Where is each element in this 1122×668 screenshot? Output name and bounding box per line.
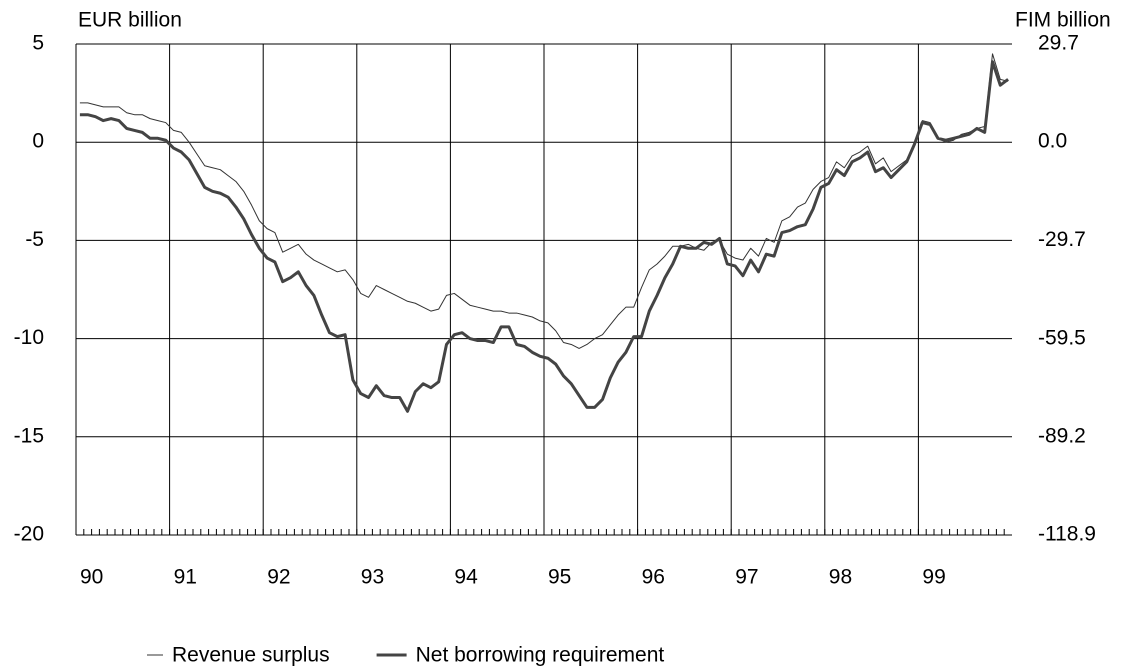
x-tick-label: 94 [454, 566, 478, 589]
x-tick-label: 96 [642, 566, 665, 589]
y-axis-label: EUR billion [78, 9, 182, 32]
x-tick-label: 90 [80, 566, 103, 589]
y2-tick-label: -89.2 [1038, 424, 1086, 447]
x-tick-label: 92 [267, 566, 290, 589]
y2-tick-label: -59.5 [1038, 326, 1086, 349]
x-tick-label: 91 [174, 566, 197, 589]
x-tick-label: 95 [548, 566, 571, 589]
x-tick-label: 97 [735, 566, 758, 589]
x-tick-label: 93 [361, 566, 384, 589]
y2-tick-label: -29.7 [1038, 228, 1086, 251]
y-tick-label: -10 [14, 326, 44, 349]
series-line [79, 53, 1009, 349]
y2-tick-label: -118.9 [1038, 523, 1096, 546]
y2-tick-label: 29.7 [1038, 32, 1079, 55]
y-tick-label: -20 [14, 523, 44, 546]
y2-axis-label: FIM billion [1015, 9, 1111, 32]
x-tick-label: 99 [922, 566, 945, 589]
legend-label: Revenue surplus [172, 644, 330, 667]
x-tick-label: 98 [829, 566, 852, 589]
y-tick-label: 0 [32, 130, 44, 153]
y-tick-label: -15 [14, 424, 44, 447]
y2-tick-label: 0.0 [1038, 130, 1067, 153]
legend-label: Net borrowing requirement [416, 644, 665, 667]
series-line [79, 60, 1010, 413]
y-tick-label: -5 [25, 228, 44, 251]
y-tick-label: 5 [32, 32, 44, 55]
